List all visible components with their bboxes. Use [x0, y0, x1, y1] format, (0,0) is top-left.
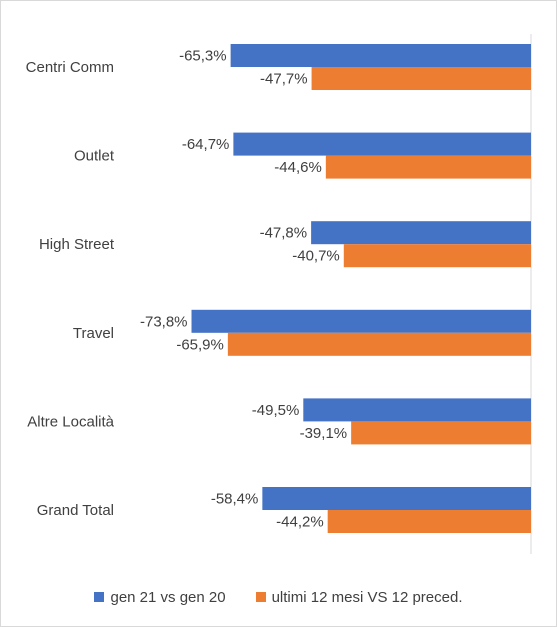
bar-series-1-6	[262, 487, 531, 510]
legend: gen 21 vs gen 20 ultimi 12 mesi VS 12 pr…	[0, 585, 557, 609]
data-label-series-2-4: -65,9%	[176, 336, 224, 353]
legend-label-series-2: ultimi 12 mesi VS 12 preced.	[271, 588, 463, 606]
data-label-series-2-5: -39,1%	[300, 425, 348, 442]
bar-series-2-4	[227, 332, 532, 356]
data-label-series-1-5: -49,5%	[252, 402, 300, 419]
data-label-series-2-3: -40,7%	[292, 248, 340, 265]
data-label-series-1-2: -64,7%	[182, 136, 230, 153]
bar-series-2-3	[343, 244, 531, 268]
data-label-series-2-6: -44,2%	[276, 514, 324, 531]
bar-series-1-1	[230, 44, 531, 67]
legend-swatch-series-2	[255, 592, 266, 602]
bar-series-1-2	[233, 132, 531, 156]
data-label-series-1-4: -73,8%	[140, 313, 188, 330]
data-label-series-1-3: -47,8%	[260, 225, 308, 242]
category-label-2: Outlet	[74, 148, 115, 165]
bar-series-1-5	[303, 398, 531, 422]
category-label-1: Centri Comm	[26, 59, 114, 76]
bar-series-1-4	[191, 309, 531, 333]
legend-item-series-2: ultimi 12 mesi VS 12 preced.	[255, 588, 463, 606]
bar-series-1-3	[311, 221, 531, 245]
bar-series-2-2	[325, 155, 531, 179]
bar-series-2-6	[327, 510, 531, 533]
data-label-series-1-1: -65,3%	[179, 48, 227, 65]
legend-item-series-1: gen 21 vs gen 20	[94, 588, 226, 606]
bar-series-2-5	[351, 421, 531, 445]
category-label-3: High Street	[39, 236, 115, 253]
legend-label-series-1: gen 21 vs gen 20	[110, 588, 226, 606]
bar-series-2-1	[311, 67, 531, 90]
data-label-series-2-1: -47,7%	[260, 71, 308, 88]
data-label-series-2-2: -44,6%	[274, 159, 322, 176]
category-label-6: Grand Total	[37, 502, 114, 519]
bar-chart: -65,3% -47,7% Centri Comm -64,7% -44,6% Outle…	[26, 34, 532, 554]
category-label-4: Travel	[73, 325, 114, 342]
legend-swatch-series-1	[94, 592, 105, 602]
category-label-5: Altre Località	[27, 413, 114, 430]
data-label-series-1-6: -58,4%	[211, 491, 259, 508]
